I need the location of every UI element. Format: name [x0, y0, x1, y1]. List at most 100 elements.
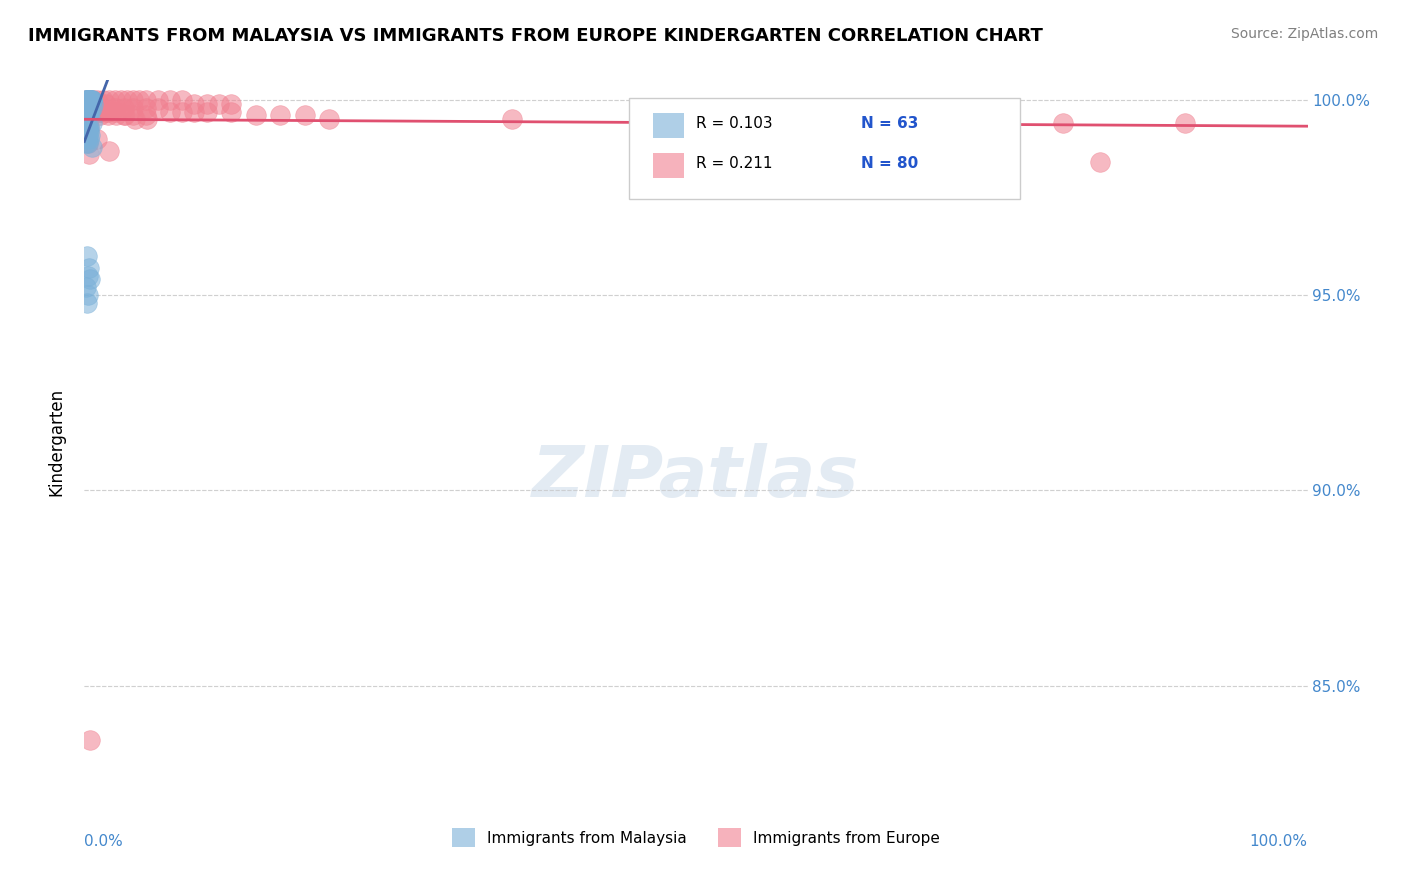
Point	[79, 104, 101, 119]
Point	[122, 108, 145, 122]
Point	[76, 93, 98, 107]
Point	[114, 108, 136, 122]
Point	[96, 96, 118, 111]
Point	[86, 93, 108, 107]
Point	[135, 93, 157, 107]
Point	[183, 104, 205, 119]
Point	[75, 96, 97, 111]
Point	[77, 120, 100, 135]
Point	[89, 108, 111, 122]
Point	[75, 101, 97, 115]
Point	[75, 280, 97, 294]
Point	[112, 108, 135, 122]
Point	[75, 93, 97, 107]
Point	[80, 101, 103, 115]
Point	[75, 136, 97, 150]
Point	[87, 96, 110, 111]
Point	[75, 93, 97, 107]
Point	[79, 93, 101, 107]
Point	[195, 96, 218, 111]
Point	[79, 101, 101, 115]
Point	[77, 104, 100, 119]
Point	[75, 96, 97, 111]
Point	[79, 128, 101, 142]
Point	[76, 249, 98, 263]
Point	[77, 93, 100, 107]
Point	[77, 132, 100, 146]
Point	[77, 93, 100, 107]
Point	[97, 93, 120, 107]
Point	[97, 108, 120, 122]
Point	[122, 101, 145, 115]
Y-axis label: Kindergarten: Kindergarten	[48, 387, 66, 496]
Point	[79, 272, 101, 286]
Point	[75, 108, 97, 122]
Point	[115, 93, 138, 107]
Point	[76, 108, 98, 122]
Point	[76, 93, 98, 107]
Point	[76, 296, 98, 310]
Point	[807, 112, 830, 127]
Point	[75, 101, 97, 115]
Point	[79, 93, 101, 107]
Point	[124, 112, 146, 127]
Point	[77, 268, 100, 283]
Point	[80, 139, 103, 153]
Point	[77, 136, 100, 150]
Point	[294, 108, 316, 122]
Point	[76, 108, 98, 122]
Point	[84, 101, 107, 115]
Point	[110, 93, 132, 107]
Point	[76, 101, 98, 115]
Point	[77, 93, 100, 107]
Text: 0.0%: 0.0%	[84, 834, 124, 849]
Point	[79, 733, 101, 747]
Point	[80, 93, 103, 107]
Point	[77, 128, 100, 142]
Point	[502, 112, 524, 127]
FancyBboxPatch shape	[654, 153, 683, 178]
Point	[76, 101, 98, 115]
Point	[80, 93, 103, 107]
Point	[159, 104, 181, 119]
Point	[87, 104, 110, 119]
Point	[1088, 155, 1111, 169]
Point	[76, 128, 98, 142]
Point	[318, 112, 340, 127]
Point	[89, 104, 111, 119]
Point	[77, 96, 100, 111]
Point	[122, 93, 145, 107]
Point	[77, 101, 100, 115]
Point	[135, 108, 157, 122]
Point	[146, 101, 169, 115]
Point	[83, 104, 105, 119]
Point	[76, 96, 98, 111]
FancyBboxPatch shape	[654, 112, 683, 138]
Point	[76, 104, 98, 119]
Point	[104, 104, 127, 119]
Text: Source: ZipAtlas.com: Source: ZipAtlas.com	[1230, 27, 1378, 41]
Point	[79, 93, 101, 107]
Point	[80, 101, 103, 115]
Point	[77, 93, 100, 107]
Point	[77, 93, 100, 107]
Point	[77, 96, 100, 111]
Text: N = 80: N = 80	[860, 156, 918, 171]
Point	[75, 104, 97, 119]
Point	[80, 116, 103, 130]
Point	[83, 96, 105, 111]
Point	[76, 124, 98, 138]
Text: 100.0%: 100.0%	[1250, 834, 1308, 849]
Point	[97, 104, 120, 119]
Point	[77, 147, 100, 161]
Point	[77, 136, 100, 150]
Point	[86, 132, 108, 146]
Point	[76, 120, 98, 135]
Point	[195, 104, 218, 119]
Point	[77, 101, 100, 115]
Point	[104, 93, 127, 107]
Point	[146, 93, 169, 107]
Point	[183, 96, 205, 111]
Point	[128, 93, 150, 107]
Point	[269, 108, 291, 122]
